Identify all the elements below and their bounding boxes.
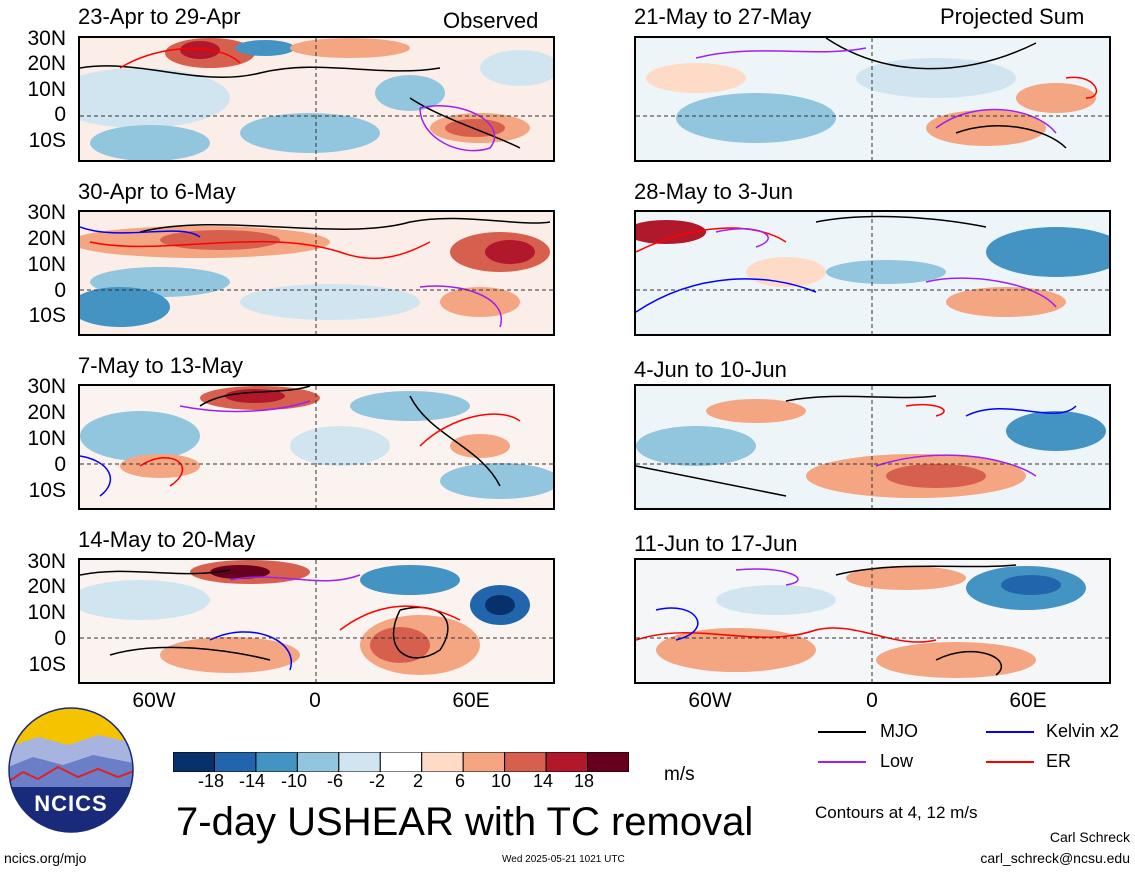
colorbar-tick: -6 [326, 771, 343, 791]
footer-author: Carl Schreck [1049, 829, 1130, 845]
legend-swatch-low [818, 761, 866, 763]
lat-label: 20N [27, 575, 66, 598]
lon-label: 60E [452, 689, 490, 712]
footer-email[interactable]: carl_schreck@ncsu.edu [980, 850, 1130, 866]
panel-title: 4-Jun to 10-Jun [634, 357, 787, 382]
lat-label: 10S [28, 479, 66, 502]
colorbar [172, 751, 630, 777]
lat-label: 0 [54, 103, 66, 126]
lon-label: 0 [309, 689, 321, 712]
lat-label: 0 [54, 453, 66, 476]
colorbar-swatch [172, 751, 215, 773]
legend-label: Low [880, 751, 914, 771]
panel-title: 23-Apr to 29-Apr [78, 4, 241, 29]
main-title: 7-day USHEAR with TC removal [176, 800, 754, 844]
lat-label: 30N [27, 375, 66, 398]
legend-label: MJO [880, 721, 918, 741]
colorbar-swatch [504, 751, 547, 773]
lon-label: 60E [1009, 689, 1047, 712]
lat-label: 10N [27, 601, 66, 624]
map-panel [78, 36, 555, 162]
lat-label: 20N [27, 401, 66, 424]
colorbar-swatch [379, 751, 423, 773]
lat-label: 10N [27, 78, 66, 101]
contours-note: Contours at 4, 12 m/s [815, 803, 978, 822]
lat-label: 10S [28, 129, 66, 152]
colorbar-swatch [213, 751, 257, 773]
colorbar-swatch [338, 751, 381, 773]
lat-label: 10N [27, 427, 66, 450]
colorbar-tick: 18 [573, 771, 595, 791]
map-panel [634, 36, 1111, 162]
legend-swatch-er [986, 761, 1034, 763]
panel-title: 11-Jun to 17-Jun [634, 531, 798, 556]
map-panel [634, 384, 1111, 510]
colorbar-tick: -18 [197, 771, 224, 791]
lon-label: 60W [688, 689, 732, 712]
map-panel [78, 210, 555, 336]
lat-label: 30N [27, 27, 66, 50]
map-panel [78, 384, 555, 510]
colorbar-swatch [587, 751, 630, 773]
lat-label: 10S [28, 304, 66, 327]
legend-swatch-kelvin [986, 731, 1034, 733]
lon-label: 0 [866, 689, 878, 712]
panel-title: 7-May to 13-May [78, 353, 244, 378]
map-panel [634, 558, 1111, 684]
legend-swatch-mjo [818, 731, 866, 733]
lat-label: 10N [27, 253, 66, 276]
colorbar-tick: 10 [490, 771, 512, 791]
lat-label: 30N [27, 201, 66, 224]
colorbar-tick: -10 [280, 771, 307, 791]
lat-label: 10S [28, 653, 66, 676]
footer-timestamp: Wed 2025-05-21 1021 UTC [502, 854, 625, 865]
colorbar-swatch [255, 751, 298, 773]
projected-label: Projected Sum [940, 4, 1085, 29]
colorbar-tick: 14 [532, 771, 554, 791]
lat-label: 0 [54, 627, 66, 650]
legend-label: ER [1046, 751, 1072, 771]
lat-label: 30N [27, 550, 66, 573]
colorbar-swatch [462, 751, 506, 773]
footer-url[interactable]: ncics.org/mjo [4, 850, 87, 866]
colorbar-tick: 6 [454, 771, 465, 791]
colorbar-tick: -14 [238, 771, 265, 791]
colorbar-units: m/s [664, 764, 695, 785]
colorbar-tick: 2 [412, 771, 423, 791]
ncics-logo: NCICS [8, 707, 134, 833]
panel-title: 14-May to 20-May [78, 527, 256, 552]
map-panel [78, 558, 555, 684]
colorbar-swatch [545, 751, 589, 773]
logo-text: NCICS [34, 791, 108, 816]
lat-label: 0 [54, 279, 66, 302]
colorbar-tick: -2 [368, 771, 385, 791]
colorbar-swatch [296, 751, 340, 773]
panel-title: 30-Apr to 6-May [78, 179, 236, 204]
legend-label: Kelvin x2 [1046, 721, 1120, 741]
observed-label: Observed [443, 8, 539, 33]
panel-title: 28-May to 3-Jun [634, 179, 793, 204]
map-panel [634, 210, 1111, 336]
colorbar-swatch [421, 751, 464, 773]
lon-label: 60W [132, 689, 176, 712]
lat-label: 20N [27, 227, 66, 250]
panel-title: 21-May to 27-May [634, 4, 812, 29]
lat-label: 20N [27, 52, 66, 75]
